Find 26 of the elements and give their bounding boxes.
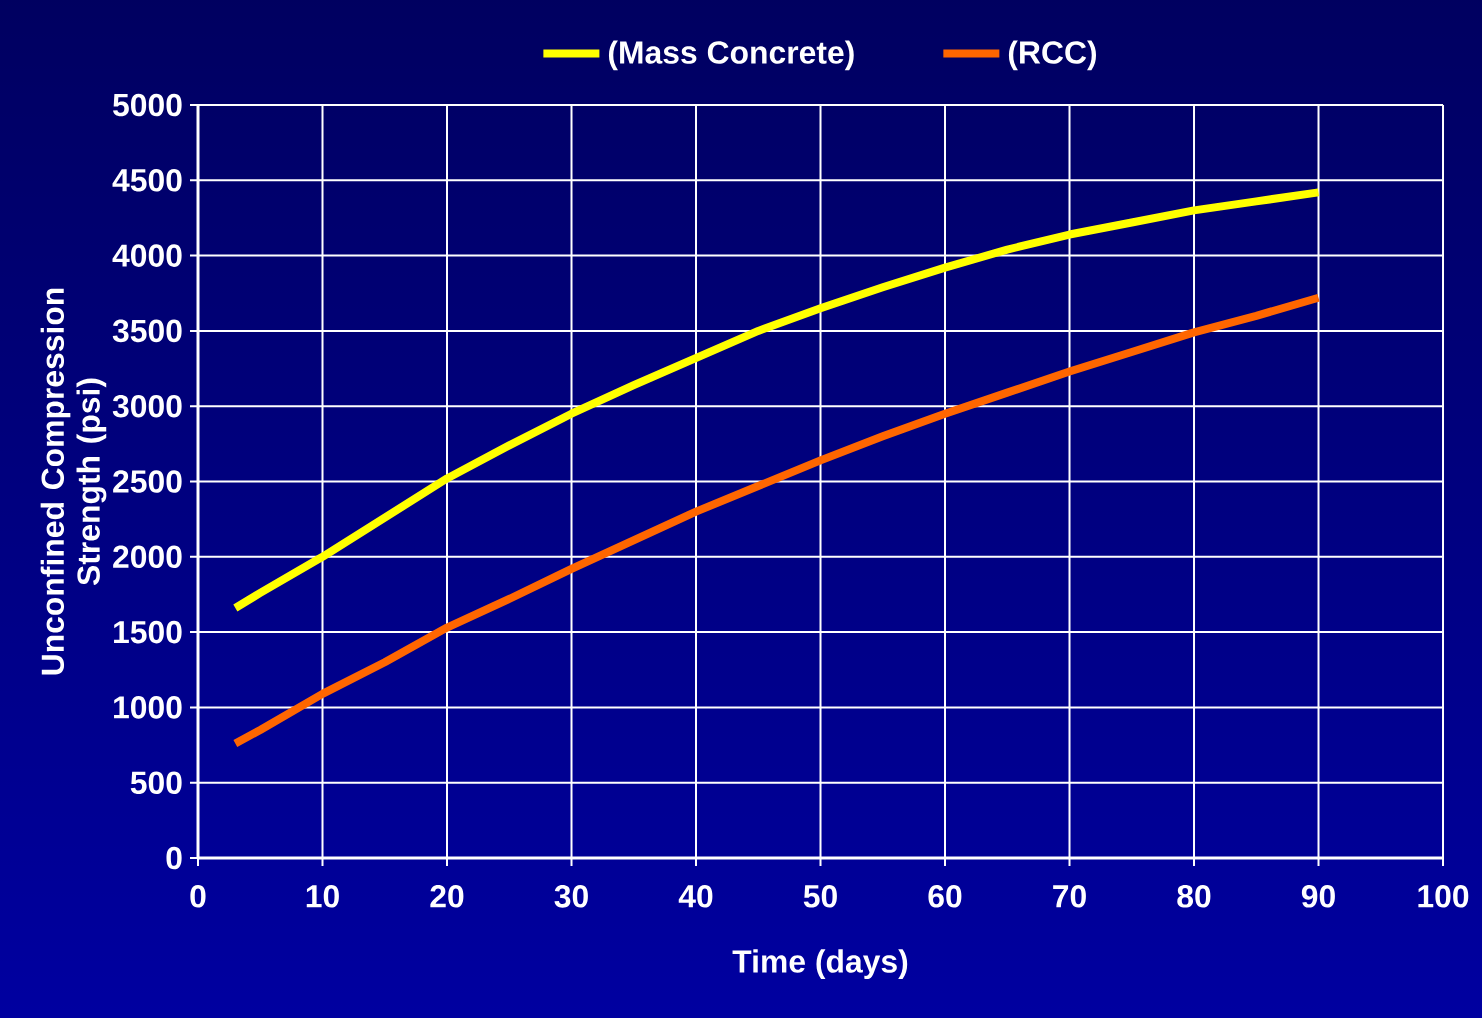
y-tick-label: 5000 [113,93,182,117]
y-tick-label: 4000 [112,244,182,267]
x-tick-label: 30 [554,885,588,908]
x-tick-label: 50 [803,885,837,908]
x-tick-label: 10 [306,885,339,908]
y-tick-label: 3000 [112,394,182,418]
y-axis-title: Unconfined Compression Strength (psi) [40,288,107,675]
y-tick-label: 1500 [114,620,182,644]
x-tick-label: 20 [430,885,464,908]
legend-label: (RCC) [1008,40,1097,71]
x-axis-title: Time (days) [732,949,908,980]
legend-label: (Mass Concrete) [608,40,854,71]
x-tick-label: 100 [1418,885,1469,908]
y-tick-label: 2000 [113,545,182,569]
y-tick-label: 3500 [112,319,182,343]
y-tick-label: 1000 [114,696,182,719]
x-tick-label: 70 [1053,885,1086,908]
y-tick-label: 0 [166,846,182,870]
y-tick-label: 2500 [113,470,182,493]
y-tick-label: 4500 [112,169,182,192]
y-tick-label: 500 [130,771,182,794]
x-tick-label: 60 [928,885,962,908]
x-tick-label: 0 [190,885,206,908]
x-tick-label: 40 [678,885,713,908]
x-tick-label: 90 [1301,885,1335,908]
x-tick-label: 80 [1177,885,1211,908]
